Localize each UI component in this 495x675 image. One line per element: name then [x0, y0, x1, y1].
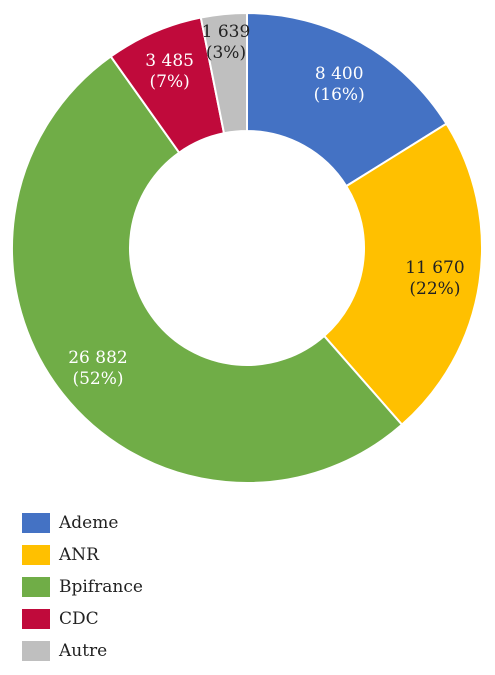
legend-item-autre: Autre	[22, 635, 143, 667]
legend-label-autre: Autre	[59, 641, 108, 661]
legend-swatch-ademe	[22, 513, 50, 533]
slice-ademe	[246, 11, 448, 188]
legend-label-anr: ANR	[59, 545, 99, 565]
donut-slices	[11, 11, 483, 484]
legend-item-ademe: Ademe	[22, 507, 143, 539]
slice-autre	[199, 11, 248, 135]
legend: Ademe ANR Bpifrance CDC Autre	[22, 507, 143, 667]
slice-label-cdc: 3 485 (7%)	[145, 51, 194, 92]
legend-label-bpifrance: Bpifrance	[59, 577, 143, 597]
slice-percent-autre: (3%)	[206, 43, 246, 63]
slice-value-autre: 1 639	[202, 22, 251, 42]
slice-value-bpifrance: 26 882	[68, 348, 127, 368]
legend-item-anr: ANR	[22, 539, 143, 571]
slice-percent-anr: (22%)	[409, 279, 460, 299]
slice-anr	[322, 122, 483, 427]
slice-bpifrance	[11, 55, 404, 484]
slice-label-bpifrance: 26 882 (52%)	[68, 348, 127, 389]
slice-percent-bpifrance: (52%)	[72, 369, 123, 389]
legend-swatch-bpifrance	[22, 577, 50, 597]
legend-item-cdc: CDC	[22, 603, 143, 635]
slice-label-autre: 1 639 (3%)	[202, 22, 251, 63]
legend-swatch-anr	[22, 545, 50, 565]
donut-chart: 8 400 (16%) 11 670 (22%) 26 882 (52%) 3 485 (7%…	[11, 11, 483, 484]
slice-label-anr: 11 670 (22%)	[405, 258, 464, 299]
slice-value-cdc: 3 485	[145, 51, 194, 71]
slice-label-ademe: 8 400 (16%)	[314, 64, 365, 105]
slice-percent-ademe: (16%)	[314, 85, 365, 105]
legend-swatch-autre	[22, 641, 50, 661]
slice-value-ademe: 8 400	[315, 64, 364, 84]
donut-labels: 8 400 (16%) 11 670 (22%) 26 882 (52%) 3 485 (7%…	[68, 22, 464, 389]
legend-label-cdc: CDC	[59, 609, 99, 629]
slice-value-anr: 11 670	[405, 258, 464, 278]
legend-label-ademe: Ademe	[59, 513, 119, 533]
legend-swatch-cdc	[22, 609, 50, 629]
slice-percent-cdc: (7%)	[150, 72, 190, 92]
legend-item-bpifrance: Bpifrance	[22, 571, 143, 603]
